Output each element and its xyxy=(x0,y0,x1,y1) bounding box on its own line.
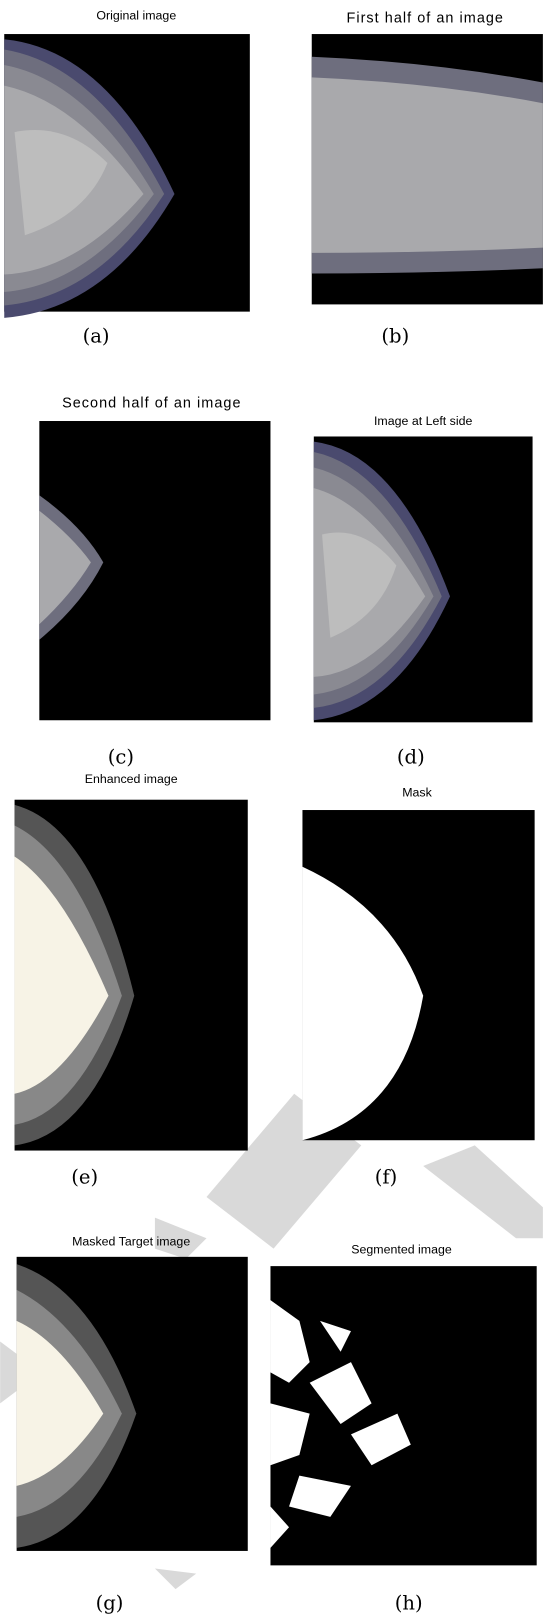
caption: (h) xyxy=(395,1592,423,1615)
caption: (e) xyxy=(71,1166,98,1189)
panel-title: Mask xyxy=(402,786,432,800)
image xyxy=(312,77,543,252)
panel-title: Image at Left side xyxy=(374,414,472,428)
panel-title: Masked Target image xyxy=(72,1234,190,1248)
caption: (a) xyxy=(83,325,110,348)
caption: (d) xyxy=(397,746,425,769)
caption: (f) xyxy=(375,1166,398,1189)
caption: (b) xyxy=(381,325,409,348)
caption: (g) xyxy=(96,1592,124,1615)
panel-title: Second half of an image xyxy=(62,396,241,412)
panel-title: Enhanced image xyxy=(85,772,178,786)
panel-title: Segmented image xyxy=(351,1243,452,1257)
image xyxy=(270,1266,536,1565)
figure: Original image (a) First half of an imag… xyxy=(0,0,543,1618)
caption: (c) xyxy=(108,746,134,769)
panel-title: Original image xyxy=(96,9,176,23)
panel-title: First half of an image xyxy=(346,11,504,27)
